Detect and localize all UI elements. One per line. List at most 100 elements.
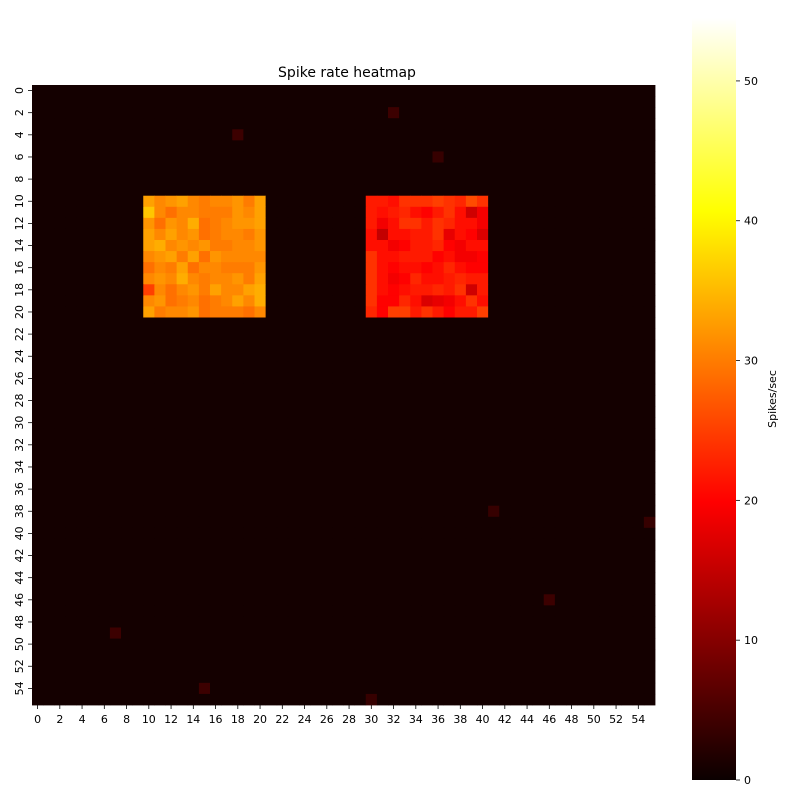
heatmap-cell xyxy=(465,85,478,97)
heatmap-cell xyxy=(610,350,623,363)
heatmap-cell xyxy=(488,417,500,429)
heatmap-cell xyxy=(566,406,578,418)
heatmap-cell xyxy=(265,361,278,374)
heatmap-cell xyxy=(454,107,467,119)
heatmap-cell xyxy=(610,85,623,97)
heatmap-cell xyxy=(287,671,300,684)
heatmap-cell xyxy=(643,107,656,119)
heatmap-cell xyxy=(54,461,66,473)
heatmap-cell xyxy=(388,107,400,119)
heatmap-cell xyxy=(221,240,233,252)
y-tick-label: 30 xyxy=(13,416,26,430)
heatmap-cell xyxy=(121,538,133,551)
heatmap-cell xyxy=(454,306,467,318)
heatmap-cell xyxy=(621,251,634,263)
heatmap-cell xyxy=(621,295,634,307)
heatmap-cell xyxy=(588,461,600,473)
heatmap-cell xyxy=(532,372,545,385)
heatmap-cell xyxy=(54,217,66,230)
heatmap-cell xyxy=(477,538,489,551)
heatmap-cell xyxy=(299,472,311,484)
heatmap-cell xyxy=(299,306,311,318)
heatmap-cell xyxy=(109,273,122,285)
heatmap-cell xyxy=(276,594,289,606)
heatmap-cell xyxy=(43,184,55,197)
heatmap-cell xyxy=(299,262,311,274)
heatmap-cell xyxy=(143,317,155,329)
heatmap-cell xyxy=(643,284,656,296)
heatmap-cell xyxy=(221,129,233,141)
heatmap-cell xyxy=(532,472,545,484)
heatmap-cell xyxy=(265,494,278,507)
heatmap-cell xyxy=(399,140,411,152)
x-tick-label: 2 xyxy=(56,713,63,726)
heatmap-cell xyxy=(621,129,634,141)
heatmap-cell xyxy=(187,461,200,473)
heatmap-cell xyxy=(132,118,144,130)
heatmap-cell xyxy=(109,627,122,639)
heatmap-cell xyxy=(632,162,645,174)
heatmap-cell xyxy=(232,428,244,440)
heatmap-cell xyxy=(121,671,133,684)
x-tick-label: 46 xyxy=(542,713,556,726)
heatmap-cell xyxy=(332,129,344,141)
heatmap-cell xyxy=(521,372,534,385)
heatmap-cell xyxy=(410,461,422,473)
heatmap-cell xyxy=(588,638,600,651)
heatmap-cell xyxy=(410,206,422,219)
heatmap-cell xyxy=(566,206,578,219)
heatmap-cell xyxy=(265,240,278,252)
heatmap-cell xyxy=(254,605,267,617)
heatmap-cell xyxy=(410,682,422,695)
heatmap-cell xyxy=(187,350,200,363)
colorbar-label: Spikes/sec xyxy=(766,370,779,428)
heatmap-cell xyxy=(465,505,478,518)
heatmap-cell xyxy=(176,605,189,617)
heatmap-cell xyxy=(65,140,77,152)
heatmap-cell xyxy=(610,572,623,584)
heatmap-cell xyxy=(477,350,489,363)
heatmap-cell xyxy=(109,649,122,662)
heatmap-cell xyxy=(143,516,155,529)
heatmap-cell xyxy=(232,605,244,617)
heatmap-cell xyxy=(299,240,311,252)
heatmap-cell xyxy=(365,372,378,385)
heatmap-cell xyxy=(65,649,77,662)
heatmap-cell xyxy=(165,439,178,451)
heatmap-cell xyxy=(54,151,66,163)
heatmap-cell xyxy=(76,395,89,407)
heatmap-cell xyxy=(410,583,422,595)
heatmap-cell xyxy=(643,605,656,617)
heatmap-cell xyxy=(543,494,556,507)
heatmap-cell xyxy=(232,483,244,496)
heatmap-cell xyxy=(421,251,433,263)
heatmap-cell xyxy=(632,649,645,662)
heatmap-cell xyxy=(321,682,333,695)
heatmap-cell xyxy=(332,660,344,673)
heatmap-cell xyxy=(532,262,545,274)
heatmap-cell xyxy=(109,85,122,97)
heatmap-cell xyxy=(32,107,44,119)
heatmap-cell xyxy=(432,671,445,684)
heatmap-cell xyxy=(588,85,600,97)
heatmap-cell xyxy=(643,173,656,186)
heatmap-cell xyxy=(421,660,433,673)
heatmap-cell xyxy=(632,594,645,606)
heatmap-cell xyxy=(276,395,289,407)
heatmap-cell xyxy=(32,583,44,595)
heatmap-cell xyxy=(98,118,111,130)
y-tick-label: 22 xyxy=(13,327,26,341)
heatmap-cell xyxy=(365,671,378,684)
heatmap-cell xyxy=(599,217,611,230)
heatmap-cell xyxy=(232,306,244,318)
heatmap-cell xyxy=(588,561,600,573)
heatmap-cell xyxy=(87,251,100,263)
heatmap-cell xyxy=(143,682,155,695)
heatmap-cell xyxy=(121,594,133,606)
heatmap-cell xyxy=(599,428,611,440)
heatmap-cell xyxy=(109,195,122,208)
heatmap-cell xyxy=(632,461,645,473)
heatmap-cell xyxy=(566,428,578,440)
heatmap-cell xyxy=(354,616,367,628)
heatmap-cell xyxy=(621,483,634,496)
